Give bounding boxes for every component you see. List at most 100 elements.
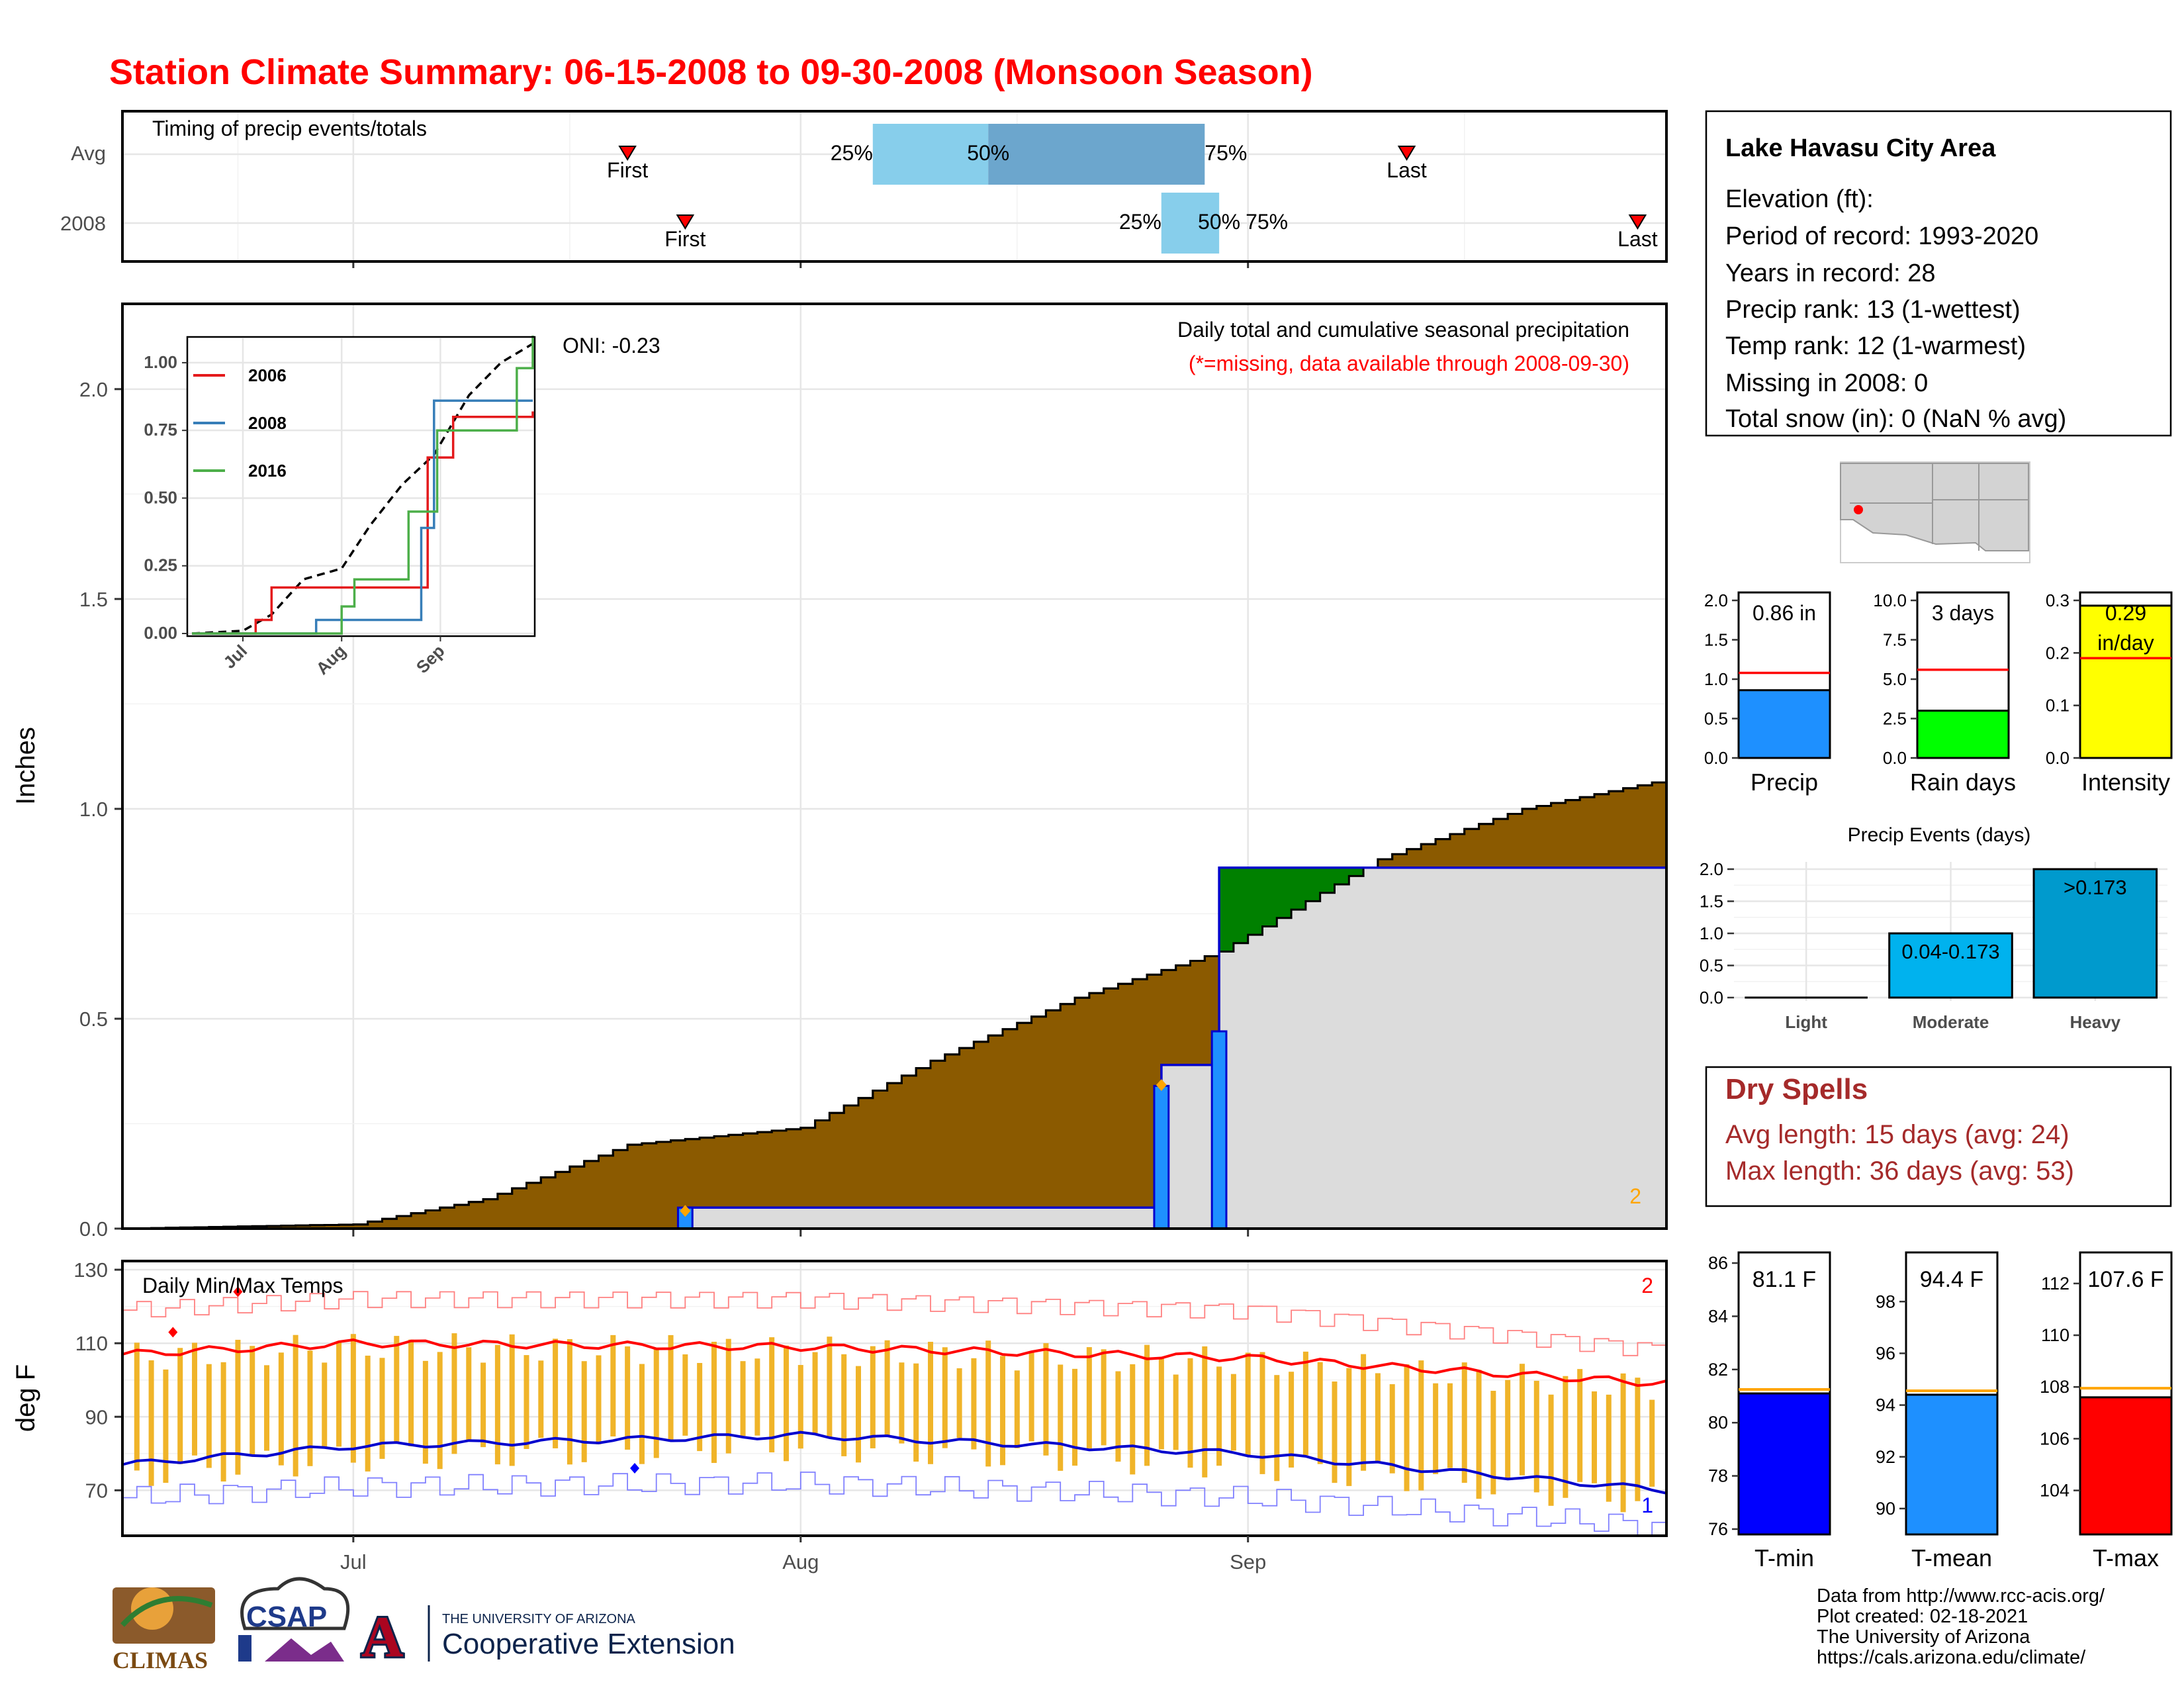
station-info-box: Lake Havasu City Area Elevation (ft): Pe…	[1705, 110, 2172, 437]
mini-bar-tick: 2.5	[1883, 709, 1907, 729]
precip-panel: 0.0 0.5 1.0 1.5 2.0 Daily total and cumulati…	[11, 303, 1668, 1241]
y-tick-label: 0.5	[79, 1008, 108, 1031]
daily-temp-bar	[538, 1360, 544, 1438]
temp-bar-value-text: 107.6 F	[2087, 1267, 2163, 1292]
daily-temp-bar	[769, 1337, 775, 1453]
daily-temp-bar	[1028, 1352, 1034, 1442]
station-line: Missing in 2008: 0	[1725, 369, 1928, 397]
events-y-tick: 0.5	[1700, 956, 1723, 976]
daily-temp-bar	[1620, 1373, 1626, 1513]
daily-temp-bar	[1577, 1369, 1583, 1482]
events-y-tick: 1.0	[1700, 923, 1723, 943]
temp-bar-t-mean: 94.4 F T-mean 90 92 94 96 98	[1876, 1251, 1999, 1571]
daily-temp-bar	[725, 1338, 731, 1454]
record-low-marker	[630, 1463, 640, 1474]
timing-panel: Timing of precip events/totals Avg 2008 …	[60, 110, 1668, 268]
temp-bar-value-text: 81.1 F	[1752, 1267, 1816, 1292]
daily-temp-bar	[206, 1364, 212, 1468]
daily-temp-bar	[466, 1347, 472, 1440]
pct-label: 50%	[967, 141, 1009, 165]
footer-line: Plot created: 02-18-2021	[1817, 1606, 2028, 1627]
first-marker-label: First	[664, 227, 705, 251]
mini-bar-tick: 0.3	[2046, 590, 2070, 610]
record-max-line	[122, 1291, 1667, 1360]
daily-temp-bar	[1086, 1347, 1092, 1449]
inset-x-tick: Aug	[312, 641, 350, 679]
station-line: Period of record: 1993-2020	[1725, 222, 2038, 250]
daily-temp-bar	[1533, 1380, 1539, 1493]
avg-min-line	[122, 1430, 1667, 1495]
locator-map	[1840, 461, 2030, 563]
mini-bar-tick: 0.0	[2046, 748, 2070, 768]
temp-bar-label: T-max	[2093, 1544, 2159, 1571]
mini-bar-intensity: 0.29 in/day Intensity 0.0 0.1 0.2 0.3	[2046, 590, 2173, 796]
precip-title: Daily total and cumulative seasonal prec…	[1177, 318, 1629, 342]
daily-temp-bar	[899, 1362, 905, 1444]
event-marker	[680, 1205, 691, 1217]
mini-bar-precip: 0.86 in Precip 0.0 0.5 1.0 1.5 2.0	[1704, 590, 1831, 796]
first-marker	[618, 146, 637, 161]
dry-spells-box: Dry Spells Avg length: 15 days (avg: 24)…	[1705, 1066, 2172, 1207]
temp-bar-tick: 82	[1708, 1360, 1728, 1380]
station-line: Years in record: 28	[1725, 259, 1936, 287]
daily-temp-bar	[827, 1336, 833, 1438]
dry-spells-max: Max length: 36 days (avg: 53)	[1725, 1156, 2074, 1186]
temp-bar-value	[2079, 1396, 2173, 1536]
events-y-tick: 2.0	[1700, 859, 1723, 879]
daily-temp-bar	[841, 1354, 847, 1456]
inset-y-tick: 0.25	[144, 555, 177, 575]
daily-temp-bar	[307, 1350, 313, 1466]
temp-bar-tick: 108	[2040, 1377, 2070, 1397]
daily-temp-bar	[451, 1333, 457, 1454]
inset-y-tick: 0.75	[144, 420, 177, 440]
daily-temp-bar	[1317, 1362, 1323, 1464]
daily-temp-bar	[1043, 1343, 1049, 1456]
footer-line: The University of Arizona	[1817, 1626, 2030, 1648]
daily-temp-bar	[523, 1355, 529, 1449]
event-bar-label: >0.173	[2064, 876, 2127, 899]
pct-label: 25%	[831, 141, 873, 165]
station-line: Total snow (in): 0 (NaN % avg)	[1725, 405, 2066, 433]
mini-bar-tick: 1.5	[1704, 630, 1728, 650]
events-title: Precip Events (days)	[1848, 824, 2031, 846]
daily-temp-bar	[422, 1360, 428, 1464]
mini-bar-tick: 0.0	[1704, 748, 1728, 768]
daily-temp-bar	[1101, 1349, 1107, 1446]
y-tick-label: 90	[85, 1405, 108, 1429]
daily-temp-bar	[1519, 1364, 1525, 1476]
daily-temp-bar	[1418, 1360, 1424, 1491]
temp-bar-value-text: 94.4 F	[1920, 1267, 1983, 1292]
mini-bar-label: Rain days	[1910, 769, 2016, 796]
y-tick-label: 110	[75, 1332, 108, 1355]
temp-bar-label: T-min	[1754, 1544, 1814, 1571]
temp-bar-tick: 84	[1708, 1306, 1728, 1326]
daily-precip-bar	[1153, 1084, 1170, 1230]
daily-temp-bar	[1000, 1356, 1006, 1466]
iqr-low-bar	[872, 124, 989, 185]
legend-label-2016: 2016	[248, 461, 287, 481]
temp-bar-tick: 86	[1708, 1253, 1728, 1273]
avg-max-line	[122, 1338, 1667, 1387]
daily-temp-bar	[1375, 1373, 1381, 1462]
mini-bar-value-text: 3 days	[1932, 601, 1994, 625]
university-of-arizona-logo: A THE UNIVERSITY OF ARIZONA Cooperative …	[359, 1603, 735, 1671]
mini-bar-label: Intensity	[2081, 769, 2170, 796]
timing-row-avg: Avg	[71, 142, 106, 165]
first-marker-label: First	[607, 158, 648, 182]
precip-events-chart: Precip Events (days) Light 0.04-0.173 Mode…	[1700, 824, 2167, 1032]
precip-ylabel: Inches	[11, 727, 40, 805]
dry-spells-title: Dry Spells	[1725, 1073, 1868, 1105]
daily-temp-bar	[235, 1339, 241, 1475]
daily-temp-bar	[985, 1340, 991, 1467]
daily-precip-bar	[1210, 1030, 1228, 1230]
daily-temp-bar	[668, 1335, 674, 1440]
mini-bar-value-text: in/day	[2097, 631, 2154, 655]
csap-text: CSAP	[246, 1601, 327, 1633]
daily-temp-bar	[163, 1369, 169, 1483]
pct-label: 75%	[1205, 141, 1247, 165]
daily-temp-bar	[408, 1339, 414, 1446]
daily-temp-bar	[1361, 1354, 1367, 1471]
record-high-marker	[233, 1286, 243, 1297]
